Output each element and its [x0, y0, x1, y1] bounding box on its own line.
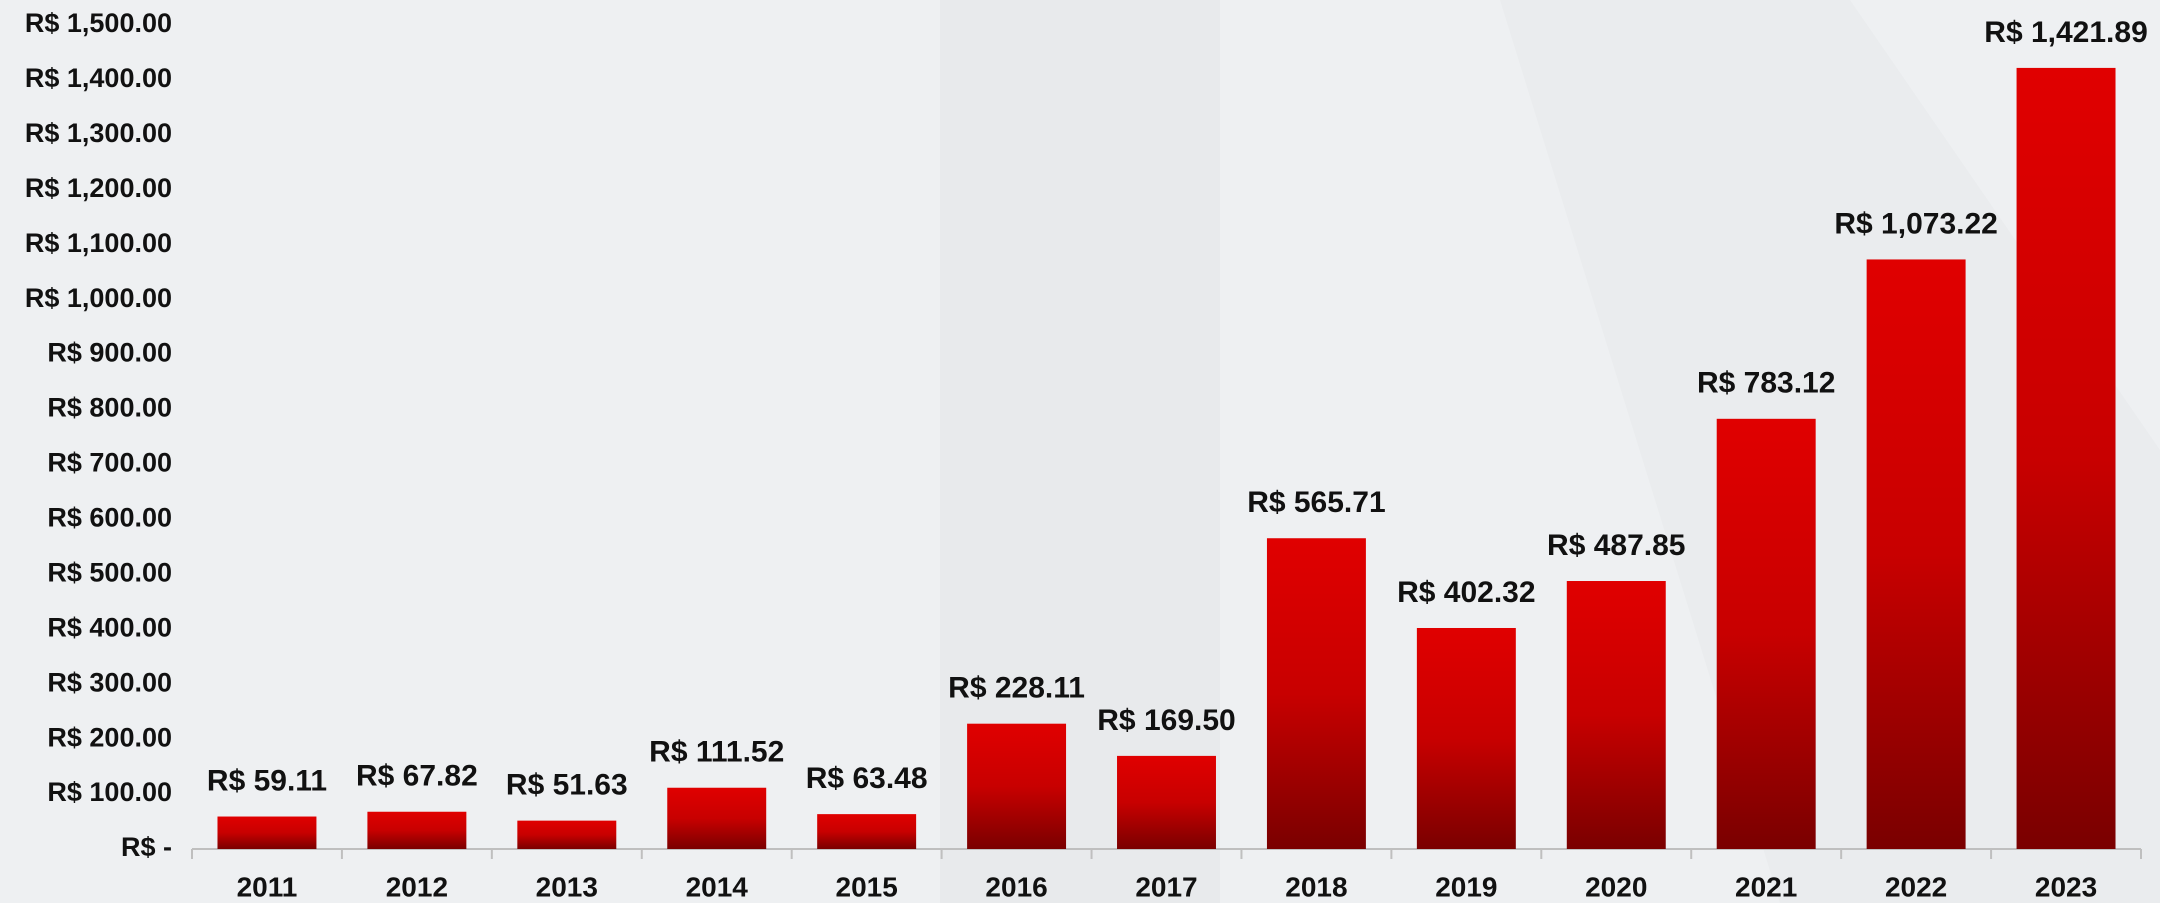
y-tick-label: R$ 400.00: [47, 612, 172, 642]
bar: [1866, 259, 1966, 850]
y-tick-label: R$ 300.00: [47, 667, 172, 697]
y-tick-label: R$ 1,300.00: [25, 118, 172, 148]
y-tick-label: R$ 1,400.00: [25, 63, 172, 93]
x-tick-label: 2013: [536, 871, 598, 902]
y-tick-label: R$ 1,500.00: [25, 8, 172, 38]
bar: [667, 787, 767, 849]
decor: [940, 0, 1220, 903]
x-tick-label: 2018: [1285, 871, 1347, 902]
bar: [1117, 755, 1216, 849]
y-tick-label: R$ 1,000.00: [25, 283, 172, 313]
data-label: R$ 63.48: [806, 762, 928, 795]
bar: [367, 811, 467, 849]
y-tick-label: R$ 1,100.00: [25, 228, 172, 258]
x-tick-label: 2022: [1885, 871, 1947, 902]
data-label: R$ 1,073.22: [1834, 207, 1997, 240]
bar: [217, 816, 317, 849]
x-tick-label: 2015: [836, 871, 898, 902]
bar: [1416, 627, 1516, 849]
data-label: R$ 51.63: [506, 769, 628, 802]
bar: [967, 723, 1067, 849]
x-tick-label: 2023: [2035, 871, 2097, 902]
y-tick-label: R$ 800.00: [47, 393, 172, 423]
y-tick-label: R$ 600.00: [47, 503, 172, 533]
bar: [517, 820, 617, 849]
x-tick-label: 2014: [686, 871, 749, 902]
data-label: R$ 67.82: [356, 760, 478, 793]
x-tick-label: 2020: [1585, 871, 1647, 902]
data-label: R$ 169.50: [1097, 704, 1235, 737]
bar: [817, 814, 917, 849]
y-tick-label: R$ -: [121, 832, 172, 862]
decor: [1500, 0, 2160, 903]
y-tick-label: R$ 200.00: [47, 722, 172, 752]
bar: [1566, 581, 1666, 849]
y-tick-label: R$ 500.00: [47, 557, 172, 587]
x-tick-label: 2021: [1735, 871, 1797, 902]
bar: [1716, 418, 1816, 849]
data-label: R$ 111.52: [649, 736, 784, 769]
data-label: R$ 402.32: [1397, 576, 1535, 609]
x-tick-label: 2016: [985, 871, 1047, 902]
y-tick-label: R$ 100.00: [47, 777, 172, 807]
x-tick-label: 2012: [386, 871, 448, 902]
x-tick-label: 2011: [237, 871, 298, 902]
data-label: R$ 228.11: [948, 672, 1085, 705]
bar: [2016, 67, 2116, 849]
data-label: R$ 487.85: [1547, 529, 1685, 562]
x-tick-label: 2017: [1135, 871, 1197, 902]
data-label: R$ 59.11: [207, 764, 327, 797]
data-label: R$ 565.71: [1247, 486, 1385, 519]
data-label: R$ 783.12: [1697, 367, 1835, 400]
y-tick-label: R$ 700.00: [47, 448, 172, 478]
data-label: R$ 1,421.89: [1984, 16, 2147, 49]
y-tick-label: R$ 900.00: [47, 338, 172, 368]
y-tick-label: R$ 1,200.00: [25, 173, 172, 203]
bar: [1266, 538, 1366, 849]
x-tick-label: 2019: [1435, 871, 1497, 902]
